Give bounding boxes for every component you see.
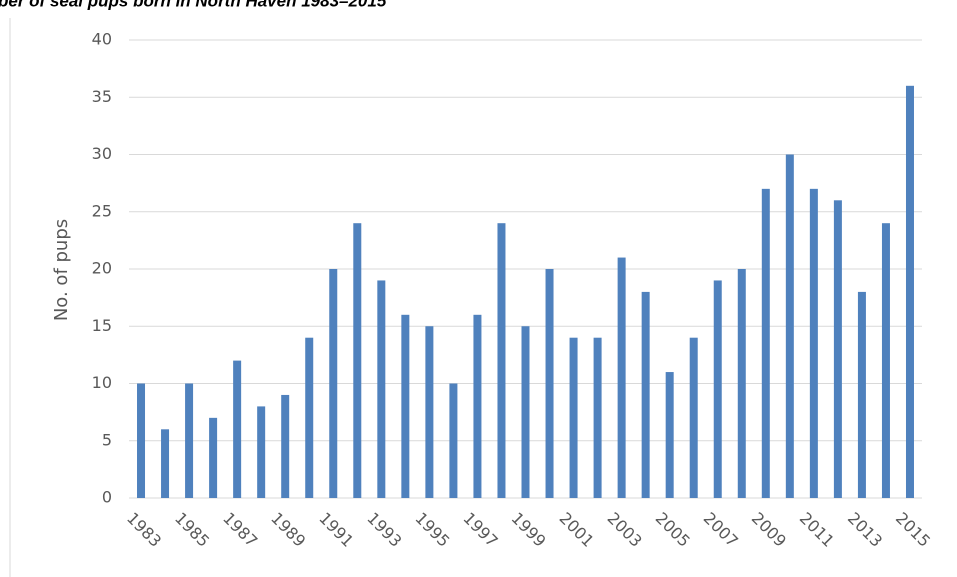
bar xyxy=(521,326,530,498)
bar xyxy=(905,85,914,499)
bar xyxy=(881,223,890,498)
bar xyxy=(761,188,770,498)
bar xyxy=(713,280,722,498)
y-tick-label: 40 xyxy=(92,30,112,49)
x-tick-label: 1999 xyxy=(507,509,549,551)
y-tick-label: 35 xyxy=(92,87,112,106)
bar xyxy=(377,280,386,498)
bar xyxy=(329,269,338,498)
x-tick-label: 2001 xyxy=(556,509,598,551)
bar xyxy=(425,326,434,498)
y-tick-label: 10 xyxy=(92,373,112,392)
bar xyxy=(305,337,314,498)
bar xyxy=(281,394,290,498)
bar xyxy=(689,337,698,498)
x-tick-label: 1993 xyxy=(363,509,405,551)
y-tick-label: 0 xyxy=(102,488,112,507)
x-tick-label: 1997 xyxy=(459,509,501,551)
x-tick-label: 2015 xyxy=(892,509,934,551)
bar xyxy=(833,200,842,499)
x-tick-label: 2011 xyxy=(796,509,838,551)
bar xyxy=(617,257,626,498)
chart-title: ber of seal pups born in North Haven 198… xyxy=(0,0,387,10)
bar xyxy=(665,372,674,498)
y-tick-label: 30 xyxy=(92,144,112,163)
y-tick-label: 15 xyxy=(92,316,112,335)
x-tick-label: 2005 xyxy=(652,509,694,551)
bar xyxy=(185,383,194,498)
x-tick-label: 1991 xyxy=(315,509,357,551)
x-tick-label: 1985 xyxy=(171,509,213,551)
y-tick-label: 5 xyxy=(102,430,112,449)
x-tick-label: 2013 xyxy=(844,509,886,551)
bar xyxy=(497,223,506,498)
bar xyxy=(785,154,794,498)
x-tick-label: 2003 xyxy=(604,509,646,551)
x-tick-label: 1995 xyxy=(411,509,453,551)
x-tick-label: 2009 xyxy=(748,509,790,551)
bar xyxy=(593,337,602,498)
x-tick-label: 1989 xyxy=(267,509,309,551)
y-tick-label: 25 xyxy=(92,201,112,220)
x-tick-label: 1983 xyxy=(123,509,165,551)
bar xyxy=(401,314,410,498)
bar xyxy=(257,406,266,498)
bar xyxy=(857,291,866,498)
bar xyxy=(737,269,746,498)
bar xyxy=(809,188,818,498)
y-axis-label: No. of pups xyxy=(51,219,72,321)
bar xyxy=(473,314,482,498)
x-tick-label: 1987 xyxy=(219,509,261,551)
bar xyxy=(569,337,578,498)
y-tick-label: 20 xyxy=(92,259,112,278)
x-tick-label: 2007 xyxy=(700,509,742,551)
bar xyxy=(353,223,362,498)
bar xyxy=(137,383,146,498)
bar xyxy=(233,360,242,498)
bar xyxy=(641,291,650,498)
bar xyxy=(449,383,458,498)
bar xyxy=(161,429,170,498)
bar xyxy=(545,269,554,498)
bar xyxy=(209,417,218,498)
